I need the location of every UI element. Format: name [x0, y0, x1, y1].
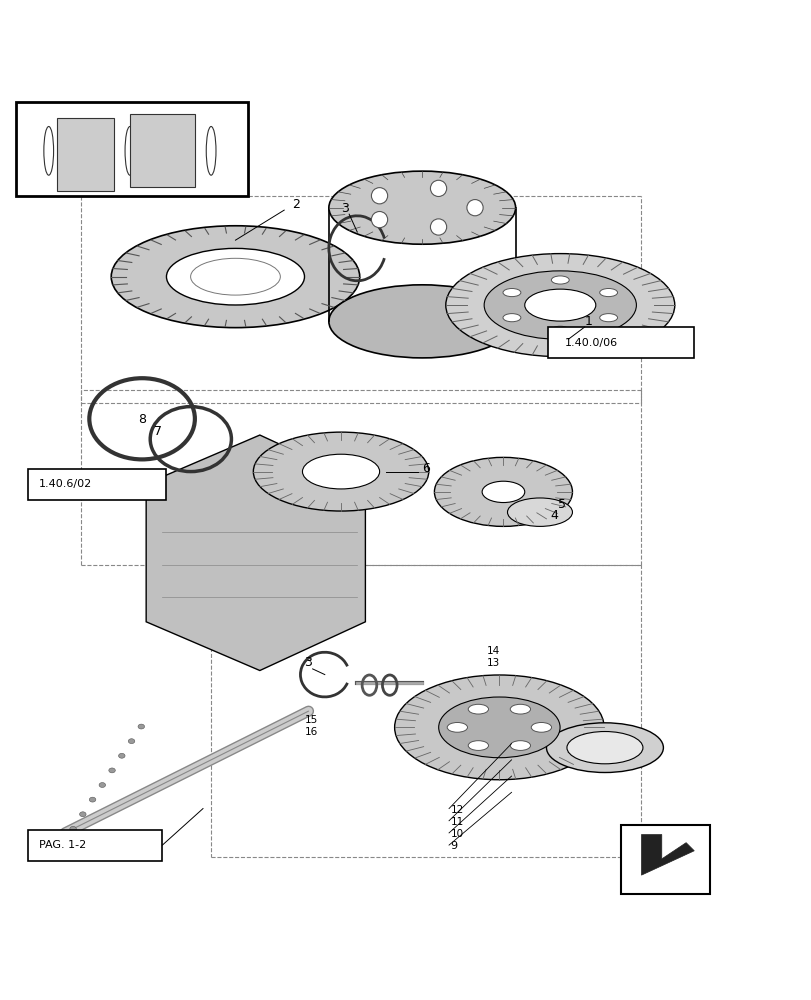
- Ellipse shape: [546, 723, 663, 773]
- Ellipse shape: [483, 271, 636, 339]
- Ellipse shape: [447, 722, 467, 732]
- Text: 1: 1: [584, 315, 592, 328]
- Ellipse shape: [509, 741, 530, 750]
- Polygon shape: [130, 114, 195, 187]
- Ellipse shape: [138, 724, 144, 729]
- Ellipse shape: [328, 285, 515, 358]
- Polygon shape: [146, 435, 365, 671]
- Text: 10: 10: [450, 829, 463, 839]
- Text: 1.40.0/06: 1.40.0/06: [564, 338, 616, 348]
- Ellipse shape: [502, 288, 520, 297]
- Ellipse shape: [328, 171, 515, 244]
- FancyBboxPatch shape: [16, 102, 247, 196]
- Ellipse shape: [434, 457, 572, 526]
- Ellipse shape: [79, 812, 86, 817]
- Ellipse shape: [111, 226, 359, 328]
- Polygon shape: [57, 118, 114, 191]
- Ellipse shape: [89, 797, 96, 802]
- Text: 5: 5: [557, 498, 565, 511]
- Ellipse shape: [599, 314, 617, 322]
- Ellipse shape: [509, 704, 530, 714]
- Ellipse shape: [302, 454, 379, 489]
- Text: 14: 14: [487, 646, 500, 656]
- FancyBboxPatch shape: [28, 830, 162, 861]
- FancyBboxPatch shape: [620, 825, 710, 894]
- Ellipse shape: [394, 675, 603, 780]
- Text: 3: 3: [341, 202, 349, 215]
- Ellipse shape: [502, 314, 520, 322]
- Ellipse shape: [166, 248, 304, 305]
- FancyBboxPatch shape: [28, 469, 166, 500]
- Text: 16: 16: [304, 727, 317, 737]
- Text: 4: 4: [550, 509, 558, 522]
- Ellipse shape: [128, 739, 135, 744]
- FancyBboxPatch shape: [547, 327, 693, 358]
- Ellipse shape: [109, 768, 115, 773]
- Text: 2: 2: [292, 198, 300, 211]
- Ellipse shape: [524, 289, 595, 321]
- Text: 13: 13: [487, 658, 500, 668]
- Ellipse shape: [507, 498, 572, 526]
- Circle shape: [371, 211, 387, 228]
- Text: PAG. 1-2: PAG. 1-2: [39, 840, 86, 850]
- Ellipse shape: [438, 697, 560, 758]
- Text: 7: 7: [154, 425, 162, 438]
- Text: 11: 11: [450, 817, 463, 827]
- Ellipse shape: [468, 741, 488, 750]
- Text: 3: 3: [304, 656, 312, 669]
- Ellipse shape: [99, 783, 105, 787]
- Circle shape: [430, 180, 446, 196]
- Text: 15: 15: [304, 715, 317, 725]
- Text: 12: 12: [450, 805, 463, 815]
- Ellipse shape: [482, 481, 524, 503]
- Ellipse shape: [530, 722, 551, 732]
- Circle shape: [371, 188, 387, 204]
- Text: 6: 6: [422, 462, 430, 475]
- Ellipse shape: [599, 288, 617, 297]
- Ellipse shape: [566, 732, 642, 764]
- Text: 1.40.6/02: 1.40.6/02: [39, 479, 92, 489]
- Ellipse shape: [551, 276, 569, 284]
- Circle shape: [430, 219, 446, 235]
- Ellipse shape: [253, 432, 428, 511]
- Ellipse shape: [118, 753, 125, 758]
- Ellipse shape: [70, 826, 76, 831]
- Ellipse shape: [551, 326, 569, 334]
- Circle shape: [466, 200, 483, 216]
- Text: 8: 8: [138, 413, 146, 426]
- Ellipse shape: [468, 704, 488, 714]
- Text: 9: 9: [450, 841, 457, 851]
- Ellipse shape: [445, 254, 674, 357]
- Polygon shape: [641, 835, 693, 875]
